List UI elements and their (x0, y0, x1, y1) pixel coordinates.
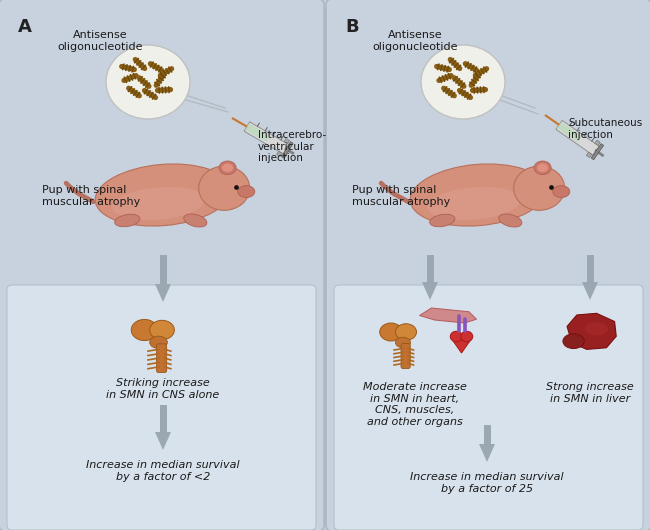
Ellipse shape (184, 214, 207, 227)
Ellipse shape (552, 186, 570, 198)
Text: Pup with spinal
muscular atrophy: Pup with spinal muscular atrophy (42, 185, 140, 207)
Ellipse shape (131, 320, 158, 341)
Ellipse shape (421, 45, 505, 119)
Polygon shape (155, 284, 171, 302)
Ellipse shape (499, 214, 522, 227)
Polygon shape (281, 142, 293, 158)
Text: Striking increase
in SMN in CNS alone: Striking increase in SMN in CNS alone (107, 378, 220, 400)
Polygon shape (451, 338, 472, 353)
Text: Strong increase
in SMN in liver: Strong increase in SMN in liver (546, 382, 634, 404)
Text: Increase in median survival
by a factor of <2: Increase in median survival by a factor … (86, 460, 240, 482)
Ellipse shape (219, 161, 236, 174)
Polygon shape (419, 308, 476, 323)
FancyBboxPatch shape (159, 405, 166, 432)
Ellipse shape (222, 164, 233, 172)
Text: Antisense
oligonucleotide: Antisense oligonucleotide (372, 30, 458, 51)
FancyBboxPatch shape (159, 255, 166, 284)
Polygon shape (595, 140, 600, 145)
Ellipse shape (95, 164, 231, 226)
Ellipse shape (563, 334, 584, 349)
Text: Antisense
oligonucleotide: Antisense oligonucleotide (57, 30, 143, 51)
Polygon shape (155, 432, 171, 450)
Ellipse shape (150, 336, 167, 349)
Ellipse shape (427, 187, 521, 220)
Polygon shape (422, 282, 438, 300)
Ellipse shape (537, 164, 548, 172)
FancyBboxPatch shape (7, 285, 316, 530)
FancyBboxPatch shape (426, 255, 434, 282)
Polygon shape (557, 122, 582, 142)
Ellipse shape (199, 166, 250, 210)
FancyBboxPatch shape (0, 0, 324, 530)
Ellipse shape (514, 166, 565, 210)
Ellipse shape (380, 323, 402, 341)
Ellipse shape (114, 214, 140, 227)
Text: Pup with spinal
muscular atrophy: Pup with spinal muscular atrophy (352, 185, 450, 207)
Polygon shape (582, 282, 598, 300)
Ellipse shape (534, 161, 551, 174)
Polygon shape (277, 151, 282, 156)
Ellipse shape (430, 214, 455, 227)
Polygon shape (479, 444, 495, 462)
Ellipse shape (238, 186, 255, 198)
Text: Subcutaneous
injection: Subcutaneous injection (568, 118, 642, 139)
Polygon shape (284, 138, 289, 144)
Ellipse shape (395, 324, 417, 340)
Ellipse shape (410, 164, 546, 226)
Text: B: B (345, 18, 359, 36)
Ellipse shape (106, 45, 190, 119)
Polygon shape (586, 152, 592, 157)
Ellipse shape (461, 331, 473, 342)
Polygon shape (556, 120, 599, 155)
Polygon shape (567, 313, 616, 349)
Text: Increase in median survival
by a factor of 25: Increase in median survival by a factor … (410, 472, 564, 493)
Polygon shape (591, 144, 604, 160)
Ellipse shape (395, 337, 411, 348)
FancyBboxPatch shape (334, 285, 643, 530)
Text: Intracerebro-
ventricular
injection: Intracerebro- ventricular injection (258, 130, 326, 163)
FancyBboxPatch shape (401, 343, 410, 368)
FancyBboxPatch shape (326, 0, 650, 530)
Text: A: A (18, 18, 32, 36)
Polygon shape (245, 123, 270, 142)
Ellipse shape (150, 320, 174, 340)
Ellipse shape (585, 322, 608, 335)
FancyBboxPatch shape (484, 425, 491, 444)
Polygon shape (244, 122, 289, 154)
Ellipse shape (450, 331, 462, 342)
Text: Moderate increase
in SMN in heart,
CNS, muscles,
and other organs: Moderate increase in SMN in heart, CNS, … (363, 382, 467, 427)
Ellipse shape (112, 187, 205, 220)
FancyBboxPatch shape (586, 255, 593, 282)
FancyBboxPatch shape (157, 344, 166, 373)
